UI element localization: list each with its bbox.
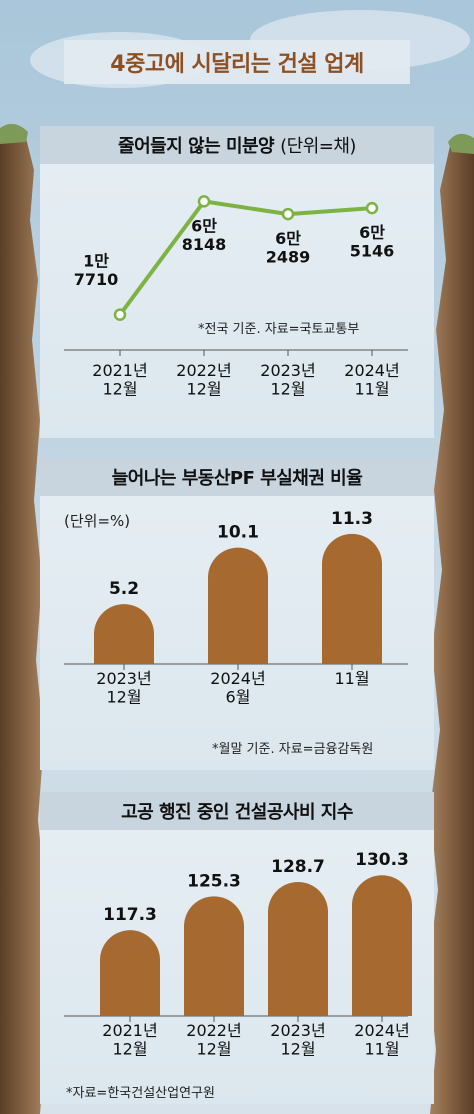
chart-title-text: 고공 행진 중인 건설공사비 지수 — [121, 802, 353, 823]
bar — [208, 547, 268, 664]
chart-title-text: 줄어들지 않는 미분양 — [118, 136, 275, 157]
data-label: 5.2 — [109, 579, 139, 599]
data-label: 6만 2489 — [266, 229, 311, 266]
data-label: 11.3 — [331, 509, 373, 529]
line-chart: 2021년 12월 2022년 12월 2023년 12월 2024년 11월 1만 7710 6만… — [64, 195, 408, 398]
x-tick-label: 2022년 12월 — [176, 361, 231, 398]
bar — [100, 930, 160, 1016]
bar-chart: 5.2 2023년 12월 10.1 2024년 6월 11.3 11월 — [64, 509, 408, 706]
bar — [94, 604, 154, 664]
x-tick-label: 11월 — [334, 669, 369, 688]
chart-panel-pf-ratio: 늘어나는 부동산PF 부실채권 비율 (단위=%) 5.2 2023년 12월 10.… — [40, 458, 434, 770]
data-label: 6만 8148 — [182, 216, 227, 253]
x-tick-label: 2024년 11월 — [344, 361, 399, 398]
x-tick-label: 2024년 6월 — [210, 669, 265, 706]
x-tick-label: 2022년 12월 — [186, 1021, 241, 1058]
data-label: 117.3 — [103, 905, 157, 925]
chart-panel-unsold: 줄어들지 않는 미분양 (단위=채) 2021년 12월 2022년 12월 2023년… — [40, 126, 434, 438]
chart-unit: (단위=채) — [280, 136, 356, 157]
data-point — [365, 201, 379, 215]
chart-note: *전국 기준. 자료=국토교통부 — [198, 322, 360, 337]
chart-unit: (단위=%) — [64, 512, 131, 530]
data-label: 130.3 — [355, 850, 409, 870]
chart-title: 늘어나는 부동산PF 부실채권 비율 — [40, 458, 434, 496]
chart-title-text: 늘어나는 부동산PF 부실채권 비율 — [111, 468, 363, 489]
x-tick-label: 2023년 12월 — [96, 669, 151, 706]
x-tick-label: 2023년 12월 — [260, 361, 315, 398]
chart-title: 고공 행진 중인 건설공사비 지수 — [40, 792, 434, 830]
bar — [184, 896, 244, 1016]
bar — [352, 875, 412, 1016]
data-point — [281, 207, 295, 221]
chart-panel-cost-index: 고공 행진 중인 건설공사비 지수 117.3 2021년 12월 125.3 2022… — [40, 792, 434, 1104]
chart-title: 줄어들지 않는 미분양 (단위=채) — [40, 126, 434, 164]
data-label: 6만 5146 — [350, 223, 395, 260]
data-point — [113, 308, 127, 321]
data-label: 128.7 — [271, 857, 325, 877]
x-tick-label: 2021년 12월 — [102, 1021, 157, 1058]
chart-note: *자료=한국건설산업연구원 — [66, 1086, 215, 1101]
bar-chart: 117.3 2021년 12월 125.3 2022년 12월 128.7 2023년 12월 1… — [64, 850, 412, 1058]
x-tick-label: 2024년 11월 — [354, 1021, 409, 1058]
bar — [268, 881, 328, 1016]
x-tick-label: 2021년 12월 — [92, 361, 147, 398]
data-label: 10.1 — [217, 523, 259, 543]
line-series — [118, 199, 373, 316]
data-label: 125.3 — [187, 871, 241, 891]
data-label: 1만 7710 — [74, 252, 119, 289]
page-title: 4중고에 시달리는 건설 업계 — [64, 40, 410, 84]
bar — [322, 533, 382, 664]
x-tick-label: 2023년 12월 — [270, 1021, 325, 1058]
data-point — [197, 195, 211, 208]
chart-note: *월말 기준. 자료=금융감독원 — [212, 742, 374, 757]
